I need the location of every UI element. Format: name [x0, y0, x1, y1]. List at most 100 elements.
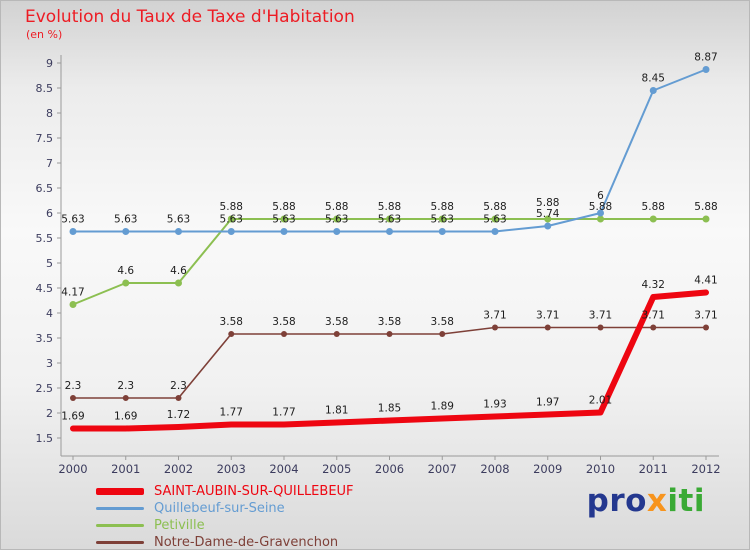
data-point [227, 215, 235, 223]
x-axis-label: 2002 [164, 462, 193, 476]
series-line-1 [70, 289, 709, 432]
data-label: 3.71 [483, 310, 506, 322]
data-label: 5.63 [378, 214, 401, 226]
data-label: 3.71 [589, 310, 612, 322]
data-label: 6 [597, 190, 604, 202]
data-point [122, 395, 129, 401]
data-label: 5.63 [325, 214, 348, 226]
data-label: 5.63 [61, 214, 84, 226]
legend-label: Petiville [154, 517, 205, 533]
legend-label: Notre-Dame-de-Gravenchon [154, 534, 339, 550]
data-point [597, 324, 604, 331]
x-axis-label: 2005 [322, 462, 351, 476]
data-point [122, 279, 130, 287]
data-label: 1.93 [483, 399, 506, 411]
data-label: 5.88 [589, 201, 612, 213]
data-label: 3.71 [536, 310, 559, 322]
data-point [649, 215, 657, 223]
legend-item-4: Notre-Dame-de-Gravenchon [96, 535, 354, 549]
data-label: 1.72 [167, 409, 190, 421]
plot-svg: 1.5 2 2.5 3 3.5 4 4.5 5 5.5 6 6.5 7 7.5 8 8.5 9 2000 2001… [36, 52, 721, 477]
y-tick-label: 7 [46, 157, 53, 170]
data-label: 5.74 [536, 208, 560, 220]
y-tick-label: 2.5 [36, 382, 54, 395]
legend-item-1: SAINT-AUBIN-SUR-QUILLEBEUF [96, 483, 354, 499]
data-label: 5.63 [272, 214, 295, 226]
data-point [122, 228, 130, 235]
data-label: 3.71 [694, 310, 717, 322]
data-label: 5.88 [694, 201, 717, 213]
y-tick-label: 3.5 [36, 332, 54, 345]
data-point [70, 395, 76, 401]
data-point [702, 66, 710, 73]
x-axis-label: 2004 [269, 462, 298, 476]
legend-label: Quillebeuf-sur-Seine [154, 500, 285, 516]
x-axis-label: 2007 [428, 462, 457, 476]
y-tick-label: 2 [46, 407, 53, 420]
data-point [649, 87, 657, 94]
data-point [650, 324, 657, 331]
data-label: 1.69 [114, 411, 137, 423]
chart-title: Evolution du Taux de Taxe d'Habitation [25, 7, 355, 27]
data-point [439, 331, 446, 337]
data-point [228, 331, 235, 337]
data-point [175, 279, 182, 287]
data-label: 8.87 [694, 52, 717, 64]
data-label: 1.77 [272, 407, 295, 419]
data-point [438, 228, 446, 235]
y-tick-label: 6 [46, 207, 53, 220]
data-point [280, 215, 288, 223]
legend-item-3: Petiville [96, 517, 354, 533]
data-label: 5.63 [220, 214, 243, 226]
data-label: 3.71 [642, 310, 665, 322]
data-point [492, 324, 498, 331]
data-point [333, 215, 341, 223]
data-label: 1.81 [325, 405, 348, 417]
data-point [281, 331, 287, 337]
data-label: 1.89 [431, 401, 454, 413]
x-axis-label: 2008 [480, 462, 509, 476]
data-label: 4.17 [61, 287, 84, 299]
y-tick-label: 5 [46, 257, 53, 270]
data-point [175, 228, 182, 235]
data-label: 4.6 [170, 265, 187, 277]
data-label: 5.88 [642, 201, 665, 213]
data-label: 4.32 [642, 279, 665, 291]
y-tick-label: 6.5 [36, 182, 54, 195]
chart-subtitle: (en %) [26, 28, 63, 41]
data-label: 3.58 [272, 316, 295, 328]
x-axis-label: 2010 [586, 462, 615, 476]
data-point [386, 228, 393, 235]
data-label: 5.63 [167, 214, 190, 226]
data-point [386, 331, 393, 337]
data-point [69, 301, 77, 308]
data-point [703, 324, 709, 331]
data-label: 8.45 [642, 73, 665, 85]
y-tick-label: 1.5 [36, 432, 54, 445]
x-axis-label: 2006 [375, 462, 404, 476]
data-point [544, 324, 551, 331]
legend: SAINT-AUBIN-SUR-QUILLEBEUF Quillebeuf-sur… [96, 484, 354, 549]
data-label: 5.63 [483, 214, 506, 226]
data-label: 2.3 [170, 380, 187, 392]
y-tick-label: 8.5 [36, 82, 54, 95]
data-point [333, 331, 340, 337]
data-point [227, 228, 235, 235]
data-label: 5.88 [378, 201, 401, 213]
legend-label: SAINT-AUBIN-SUR-QUILLEBEUF [154, 483, 354, 499]
data-label: 4.6 [117, 265, 134, 277]
legend-swatch [96, 506, 144, 510]
legend-item-2: Quillebeuf-sur-Seine [96, 500, 354, 516]
data-label: 1.69 [61, 411, 84, 423]
legend-swatch [96, 540, 144, 544]
data-label: 5.63 [114, 214, 137, 226]
data-point [544, 222, 552, 230]
data-label: 5.88 [483, 201, 506, 213]
data-label: 1.97 [536, 397, 559, 409]
data-label: 3.58 [325, 316, 348, 328]
data-point [597, 215, 604, 223]
x-axis-label: 2012 [691, 462, 720, 476]
data-label: 4.41 [694, 275, 717, 287]
logo-part-iti: iti [667, 483, 705, 519]
